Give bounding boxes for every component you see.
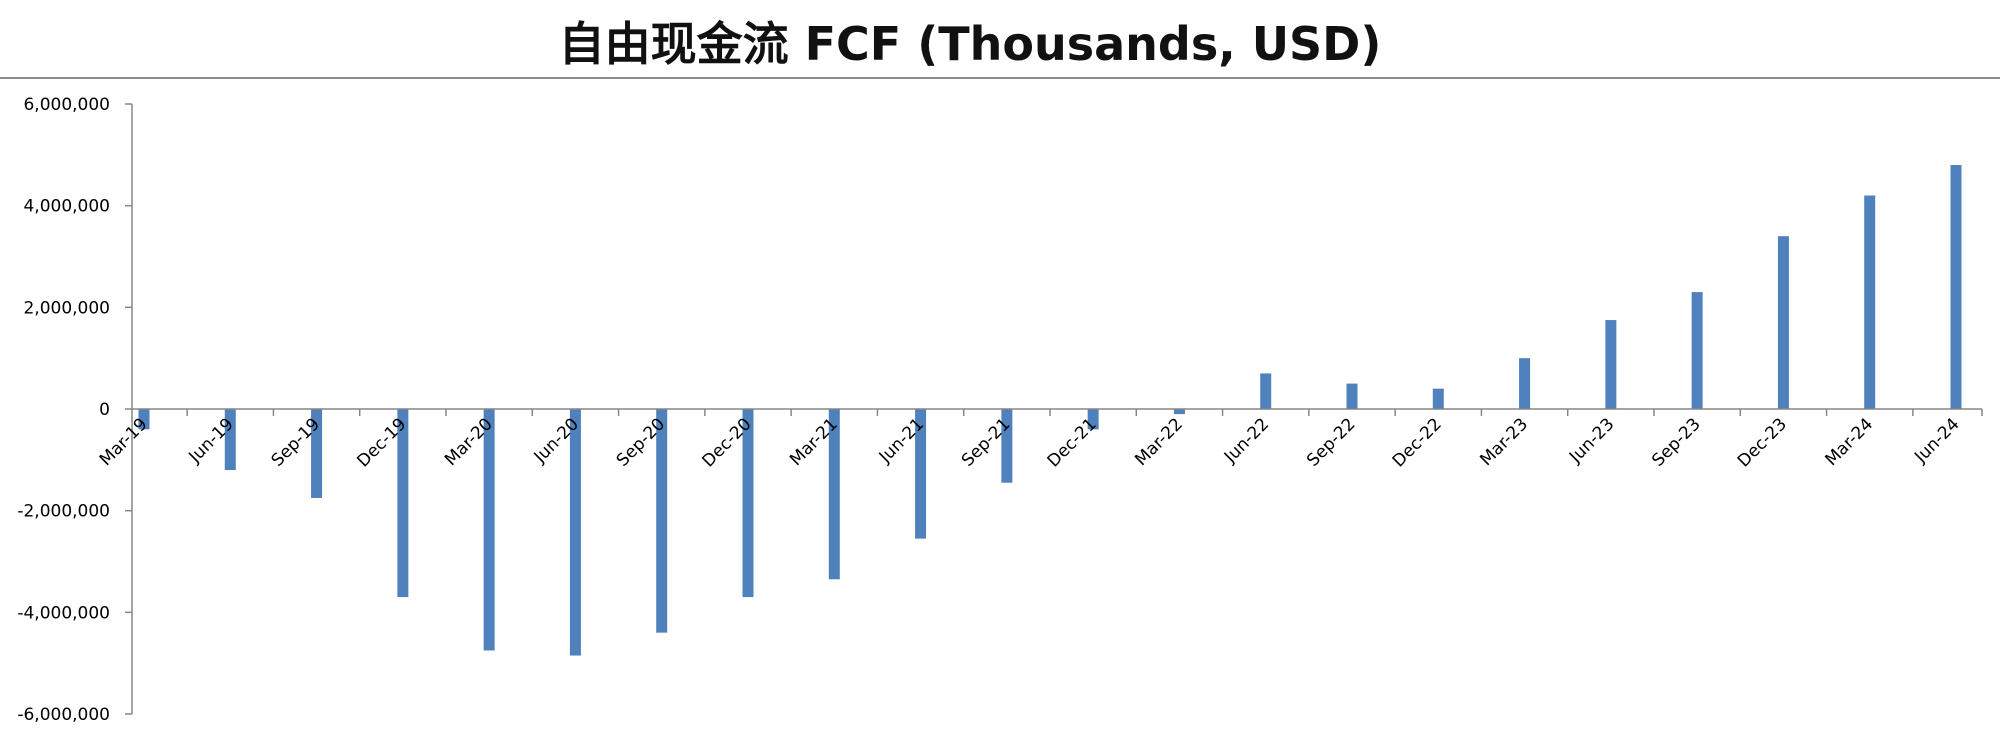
bar: [1346, 383, 1358, 409]
bar: [1777, 236, 1789, 409]
x-tick-label: Dec-22: [1389, 414, 1446, 471]
x-tick-label: Jun-22: [1220, 414, 1273, 467]
bar: [1519, 358, 1531, 409]
bar: [483, 409, 495, 651]
x-tick-label: Sep-23: [1648, 414, 1704, 470]
bar: [1432, 388, 1444, 409]
bar: [1001, 409, 1013, 483]
bar: [311, 409, 323, 498]
bar: [828, 409, 840, 580]
bar: [1173, 409, 1185, 415]
bar: [1691, 292, 1703, 409]
x-tick-label: Jun-23: [1565, 414, 1618, 467]
bar: [915, 409, 927, 539]
y-tick-label: 6,000,000: [23, 95, 110, 115]
x-tick-label: Jun-24: [1910, 414, 1963, 467]
bar: [1605, 320, 1617, 409]
x-axis: Mar-19 Jun-19 Sep-19 Dec-19 Mar-20 Jun-20 Sep-…: [96, 408, 1983, 471]
chart-title: 自由现金流 FCF (Thousands, USD): [558, 17, 1382, 71]
bar: [224, 409, 236, 470]
bar: [397, 409, 409, 598]
bar: [1864, 195, 1876, 409]
y-tick-label: -2,000,000: [17, 502, 110, 522]
y-tick-label: -4,000,000: [17, 603, 110, 623]
bar: [1950, 165, 1962, 409]
y-tick-label: 0: [99, 400, 110, 420]
x-tick-label: Dec-21: [1044, 414, 1101, 471]
y-tick-label: 2,000,000: [23, 298, 110, 318]
title-divider: [0, 77, 2000, 79]
bar: [138, 409, 150, 430]
bar: [1087, 409, 1099, 430]
bar: [1260, 373, 1272, 409]
x-tick-label: Mar-23: [1476, 414, 1532, 470]
bar: [569, 409, 581, 656]
x-tick-label: Sep-22: [1303, 414, 1359, 470]
y-tick-label: -6,000,000: [17, 705, 110, 725]
y-axis: 6,000,000 4,000,000 2,000,000 0 -2,000,000 -4…: [17, 95, 133, 725]
y-tick-label: 4,000,000: [23, 197, 110, 217]
bar: [742, 409, 754, 598]
x-tick-label: Dec-23: [1734, 414, 1791, 471]
x-tick-label: Mar-24: [1822, 414, 1878, 470]
x-tick-label: Mar-22: [1131, 414, 1187, 470]
x-tick-label: Mar-19: [96, 414, 152, 470]
bars: [138, 165, 1962, 656]
bar: [656, 409, 668, 633]
